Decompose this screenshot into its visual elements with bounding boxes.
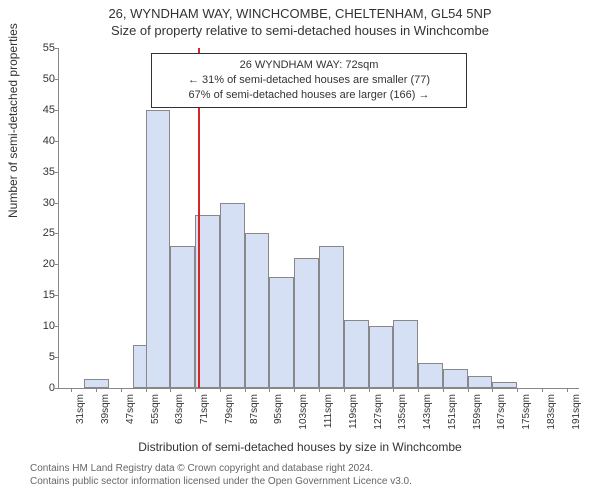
x-tick-label: 159sqm: [472, 394, 483, 430]
footer-line-2: Contains public sector information licen…: [30, 475, 412, 488]
histogram-bar: [319, 246, 344, 388]
x-tick-mark: [542, 388, 543, 392]
x-tick-label: 167sqm: [496, 394, 507, 430]
y-tick-mark: [55, 264, 59, 265]
histogram-bar: [369, 326, 394, 388]
histogram-bar: [84, 379, 109, 388]
y-tick-label: 35: [25, 166, 59, 178]
y-tick-mark: [55, 141, 59, 142]
x-tick-label: 63sqm: [174, 394, 185, 424]
annotation-line-2: ← 31% of semi-detached houses are smalle…: [160, 73, 458, 88]
y-tick-label: 10: [25, 320, 59, 332]
annotation-line-3: 67% of semi-detached houses are larger (…: [160, 88, 458, 103]
y-tick-mark: [55, 79, 59, 80]
histogram-bar: [245, 233, 270, 388]
x-tick-label: 55sqm: [150, 394, 161, 424]
x-tick-mark: [443, 388, 444, 392]
histogram-plot: 051015202530354045505531sqm39sqm47sqm55s…: [58, 48, 579, 389]
histogram-bar: [393, 320, 418, 388]
histogram-bar: [294, 258, 319, 388]
x-tick-label: 119sqm: [348, 394, 359, 429]
x-tick-mark: [567, 388, 568, 392]
chart-container: 26, WYNDHAM WAY, WINCHCOMBE, CHELTENHAM,…: [0, 0, 600, 500]
y-tick-mark: [55, 326, 59, 327]
histogram-bar: [344, 320, 369, 388]
histogram-bar: [492, 382, 517, 388]
y-tick-label: 5: [25, 351, 59, 363]
x-tick-mark: [294, 388, 295, 392]
x-tick-mark: [269, 388, 270, 392]
footer-line-1: Contains HM Land Registry data © Crown c…: [30, 462, 412, 475]
x-tick-label: 183sqm: [546, 394, 557, 430]
y-axis-label: Number of semi-detached properties: [6, 23, 20, 218]
y-tick-label: 20: [25, 258, 59, 270]
x-tick-mark: [146, 388, 147, 392]
y-tick-mark: [55, 295, 59, 296]
y-tick-label: 55: [25, 42, 59, 54]
x-tick-label: 191sqm: [571, 394, 582, 430]
x-tick-label: 151sqm: [447, 394, 458, 430]
x-tick-mark: [195, 388, 196, 392]
histogram-bar: [220, 203, 245, 388]
x-tick-label: 111sqm: [323, 394, 334, 428]
x-tick-mark: [71, 388, 72, 392]
y-tick-label: 50: [25, 73, 59, 85]
footer-text: Contains HM Land Registry data © Crown c…: [30, 462, 412, 488]
x-tick-label: 47sqm: [125, 394, 136, 424]
histogram-bar: [146, 110, 171, 388]
y-tick-mark: [55, 172, 59, 173]
x-tick-mark: [492, 388, 493, 392]
x-tick-mark: [96, 388, 97, 392]
x-tick-label: 71sqm: [199, 394, 210, 424]
x-tick-label: 135sqm: [397, 394, 408, 430]
page-subtitle: Size of property relative to semi-detach…: [0, 21, 600, 38]
page-title: 26, WYNDHAM WAY, WINCHCOMBE, CHELTENHAM,…: [0, 0, 600, 21]
x-tick-mark: [344, 388, 345, 392]
annotation-box: 26 WYNDHAM WAY: 72sqm ← 31% of semi-deta…: [151, 53, 467, 108]
histogram-bar: [269, 277, 294, 388]
histogram-bar: [170, 246, 195, 388]
x-tick-label: 79sqm: [224, 394, 235, 424]
x-tick-label: 143sqm: [422, 394, 433, 430]
x-tick-mark: [121, 388, 122, 392]
y-tick-label: 0: [25, 382, 59, 394]
x-tick-label: 127sqm: [373, 394, 384, 430]
x-tick-label: 87sqm: [249, 394, 260, 424]
y-tick-label: 15: [25, 289, 59, 301]
y-tick-mark: [55, 203, 59, 204]
x-tick-mark: [517, 388, 518, 392]
y-tick-mark: [55, 388, 59, 389]
x-tick-mark: [418, 388, 419, 392]
y-tick-label: 30: [25, 197, 59, 209]
x-tick-label: 95sqm: [273, 394, 284, 424]
y-tick-label: 45: [25, 104, 59, 116]
histogram-bar: [443, 369, 468, 388]
y-tick-label: 40: [25, 135, 59, 147]
x-tick-label: 103sqm: [298, 394, 309, 430]
annotation-line-1: 26 WYNDHAM WAY: 72sqm: [160, 58, 458, 73]
histogram-bar: [468, 376, 493, 388]
y-tick-label: 25: [25, 227, 59, 239]
x-tick-mark: [319, 388, 320, 392]
x-tick-label: 31sqm: [75, 394, 86, 424]
x-tick-mark: [393, 388, 394, 392]
x-axis-label: Distribution of semi-detached houses by …: [0, 440, 600, 454]
x-tick-label: 39sqm: [100, 394, 111, 424]
histogram-bar: [418, 363, 443, 388]
x-tick-mark: [369, 388, 370, 392]
y-tick-mark: [55, 48, 59, 49]
x-tick-label: 175sqm: [521, 394, 532, 430]
y-tick-mark: [55, 357, 59, 358]
y-tick-mark: [55, 110, 59, 111]
x-tick-mark: [245, 388, 246, 392]
x-tick-mark: [468, 388, 469, 392]
y-tick-mark: [55, 233, 59, 234]
x-tick-mark: [170, 388, 171, 392]
x-tick-mark: [220, 388, 221, 392]
